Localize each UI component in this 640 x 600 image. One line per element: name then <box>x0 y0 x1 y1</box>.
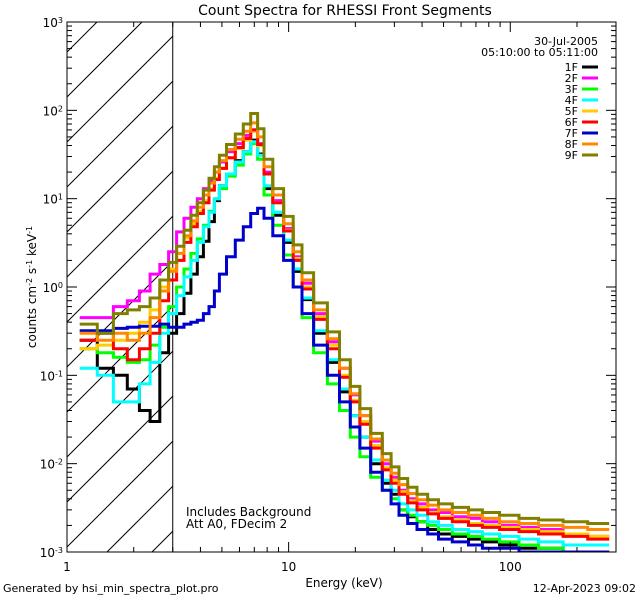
series-layer <box>79 112 610 552</box>
hatch-line <box>66 395 174 503</box>
annotation-background: Includes Background <box>186 505 311 519</box>
generated-by-footer: Generated by hsi_min_spectra_plot.pro <box>3 582 219 595</box>
y-tick-label: 100 <box>43 281 63 296</box>
date-label: 30-Jul-2005 <box>534 35 598 48</box>
x-tick-label: 1 <box>63 560 71 574</box>
hatch-line <box>66 440 174 548</box>
hatch-line <box>66 21 98 53</box>
y-tick-label: 102 <box>43 104 63 119</box>
hatch-line <box>66 35 174 143</box>
time-range-label: 05:10:00 to 05:11:00 <box>481 46 598 59</box>
legend-label-9F: 9F <box>565 149 578 162</box>
series-line-9F <box>79 112 610 525</box>
legend-label-8F: 8F <box>565 138 578 151</box>
hatch-line <box>66 305 174 413</box>
chart-title: Count Spectra for RHESSI Front Segments <box>198 3 492 19</box>
legend-label-7F: 7F <box>565 127 578 140</box>
hatch-line <box>66 350 174 458</box>
hatch-line <box>66 170 174 278</box>
axis-ticks: 1 10 100 10-3 10-2 10-1 100 101 102 103 <box>40 16 617 574</box>
hatch-line <box>151 530 174 553</box>
y-tick-label: 10-3 <box>40 546 63 561</box>
hatch-line <box>106 485 174 553</box>
legend-label-3F: 3F <box>565 83 578 96</box>
legend-label-5F: 5F <box>565 105 578 118</box>
hatch-line <box>66 80 174 188</box>
hatch-line <box>66 125 174 233</box>
series-line-6F <box>79 128 610 541</box>
hatch-line <box>66 21 143 98</box>
x-tick-label: 100 <box>499 560 522 574</box>
x-axis-label: Energy (keV) <box>305 576 382 590</box>
y-axis-label: counts cm-2 s-1 keV-1 <box>25 226 40 348</box>
timestamp-footer: 12-Apr-2023 09:02 <box>532 582 636 595</box>
series-line-4F <box>79 140 610 547</box>
hatch-line <box>66 215 174 323</box>
x-tick-label: 10 <box>281 560 296 574</box>
legend-label-4F: 4F <box>565 94 578 107</box>
series-line-7F <box>79 206 610 552</box>
y-tick-label: 10-1 <box>40 369 63 384</box>
y-tick-label: 101 <box>43 192 63 207</box>
y-tick-label: 10-2 <box>40 457 63 472</box>
y-tick-label: 103 <box>43 16 63 31</box>
legend-label-2F: 2F <box>565 72 578 85</box>
legend-label-1F: 1F <box>565 61 578 74</box>
annotation-attenuator: Att A0, FDecim 2 <box>186 517 287 531</box>
excluded-region-hatch <box>66 21 174 553</box>
legend-label-6F: 6F <box>565 116 578 129</box>
